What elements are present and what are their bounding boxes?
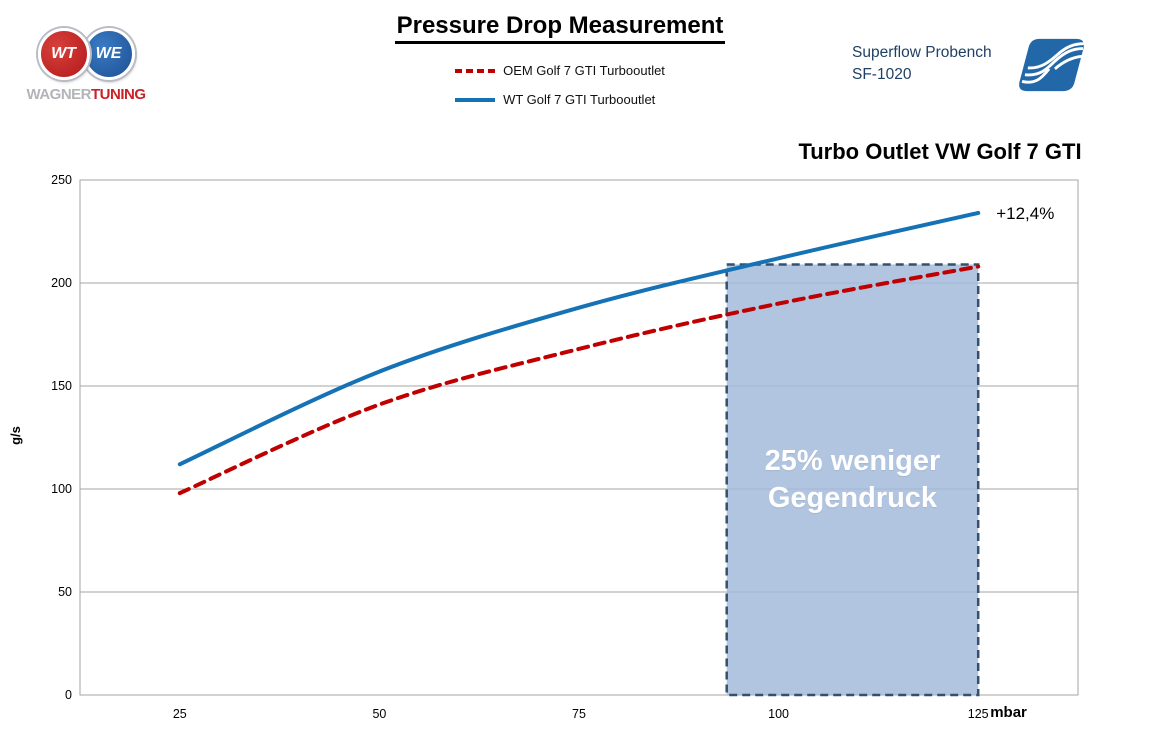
series-line-wt [177, 210, 981, 467]
y-tick-label: 250 [51, 173, 72, 187]
x-tick-label: 125 [967, 707, 989, 721]
legend-item-oem: OEM Golf 7 GTI Turbooutlet [455, 63, 665, 78]
region-label: 25% weniger Gegendruck [727, 443, 978, 517]
x-tick-label: 50 [372, 707, 387, 721]
wagner-tuning-wordmark: WAGNERTUNING [26, 86, 146, 103]
header-center: Pressure Drop Measurement OEM Golf 7 GTI… [340, 12, 780, 121]
we-monogram: WE [95, 45, 122, 62]
y-axis-title: g/s [7, 426, 23, 445]
wt-solid-line-marker-icon [455, 97, 496, 102]
wagner-logo-circles: WT WE [26, 28, 146, 80]
y-tick-label: 50 [58, 585, 72, 599]
chart-legend: OEM Golf 7 GTI Turbooutlet WT Golf 7 GTI… [455, 56, 665, 121]
y-tick-label: 0 [65, 688, 72, 702]
series-line-oem [177, 264, 981, 496]
tuning-word: TUNING [91, 86, 146, 103]
superflow-probench-text: Superflow Probench SF-1020 [852, 42, 992, 86]
wagner-tuning-logo: WT WE WAGNERTUNING [26, 28, 146, 103]
x-tick-label: 25 [172, 707, 187, 721]
oem-dashed-line-marker-icon [455, 68, 496, 73]
chart-title: Turbo Outlet VW Golf 7 GTI [798, 139, 1082, 164]
wt-red-circle-icon: WT [37, 28, 90, 80]
legend-label-wt: WT Golf 7 GTI Turbooutlet [503, 92, 656, 107]
page-title: Pressure Drop Measurement [394, 12, 726, 44]
x-axis-title: mbar [990, 704, 1027, 721]
y-tick-label: 100 [51, 482, 72, 496]
region-label-line2: Gegendruck [767, 481, 938, 514]
x-tick-label: 100 [768, 707, 790, 721]
wagner-word: WAGNER [26, 86, 92, 103]
legend-label-oem: OEM Golf 7 GTI Turbooutlet [503, 63, 665, 78]
gain-annotation: +12,4% [996, 203, 1055, 223]
bench-model: SF-1020 [852, 66, 912, 83]
legend-item-wt: WT Golf 7 GTI Turbooutlet [455, 92, 665, 107]
y-tick-label: 150 [51, 379, 72, 393]
plot-border [79, 179, 1079, 696]
superflow-probench-block: Superflow Probench SF-1020 [852, 36, 1086, 94]
superflow-logo-icon [1018, 38, 1084, 92]
y-tick-label: 200 [51, 276, 72, 290]
region-label-line1: 25% weniger [764, 444, 941, 477]
highlight-region [725, 263, 980, 697]
wt-monogram: WT [51, 45, 76, 62]
bench-name: Superflow Probench [852, 44, 992, 61]
x-tick-label: 75 [572, 707, 586, 721]
